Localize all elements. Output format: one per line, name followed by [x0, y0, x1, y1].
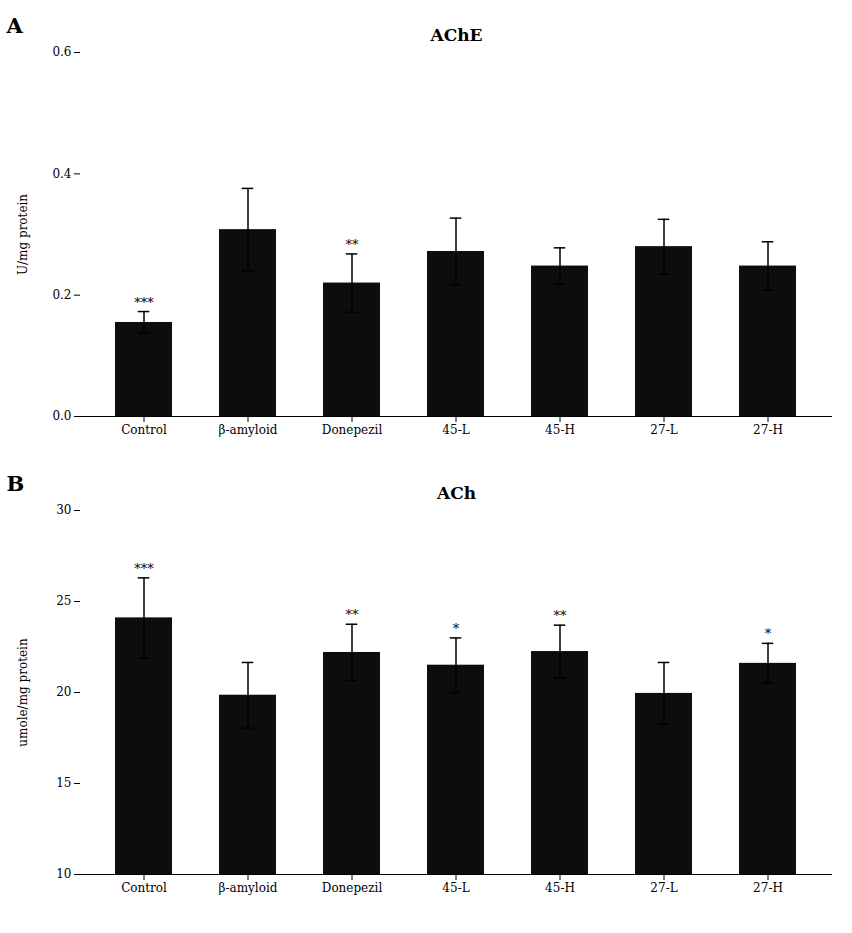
svg-text:15: 15	[56, 776, 71, 790]
svg-text:0.4: 0.4	[52, 167, 71, 181]
svg-text:**: **	[346, 607, 360, 622]
svg-text:β-amyloid: β-amyloid	[219, 881, 278, 895]
svg-text:27-H: 27-H	[753, 423, 783, 437]
svg-text:umole/mg protein: umole/mg protein	[16, 638, 30, 747]
svg-text:Donepezil: Donepezil	[322, 423, 383, 437]
svg-text:*: *	[453, 621, 460, 636]
svg-text:25: 25	[56, 594, 71, 608]
svg-text:β-amyloid: β-amyloid	[219, 423, 278, 437]
svg-text:0.2: 0.2	[52, 288, 71, 302]
svg-text:Control: Control	[121, 423, 167, 437]
svg-text:AChE: AChE	[429, 25, 482, 45]
svg-text:20: 20	[56, 685, 71, 699]
svg-text:ACh: ACh	[436, 483, 476, 503]
svg-text:27-L: 27-L	[650, 423, 677, 437]
svg-text:**: **	[554, 608, 568, 623]
svg-text:45-H: 45-H	[545, 881, 575, 895]
svg-text:0.6: 0.6	[52, 45, 71, 59]
svg-text:0.0: 0.0	[52, 409, 71, 423]
svg-text:*: *	[765, 626, 772, 641]
svg-text:45-L: 45-L	[442, 423, 469, 437]
svg-text:***: ***	[134, 295, 154, 310]
svg-text:A: A	[6, 13, 24, 38]
svg-text:10: 10	[56, 867, 71, 881]
svg-text:27-H: 27-H	[753, 881, 783, 895]
svg-text:45-L: 45-L	[442, 881, 469, 895]
svg-text:30: 30	[56, 503, 71, 517]
svg-text:45-H: 45-H	[545, 423, 575, 437]
svg-text:27-L: 27-L	[650, 881, 677, 895]
svg-text:U/mg protein: U/mg protein	[16, 194, 30, 275]
svg-text:***: ***	[134, 561, 154, 576]
svg-text:**: **	[346, 237, 360, 252]
svg-text:Control: Control	[121, 881, 167, 895]
svg-text:B: B	[7, 471, 25, 496]
svg-text:Donepezil: Donepezil	[322, 881, 383, 895]
